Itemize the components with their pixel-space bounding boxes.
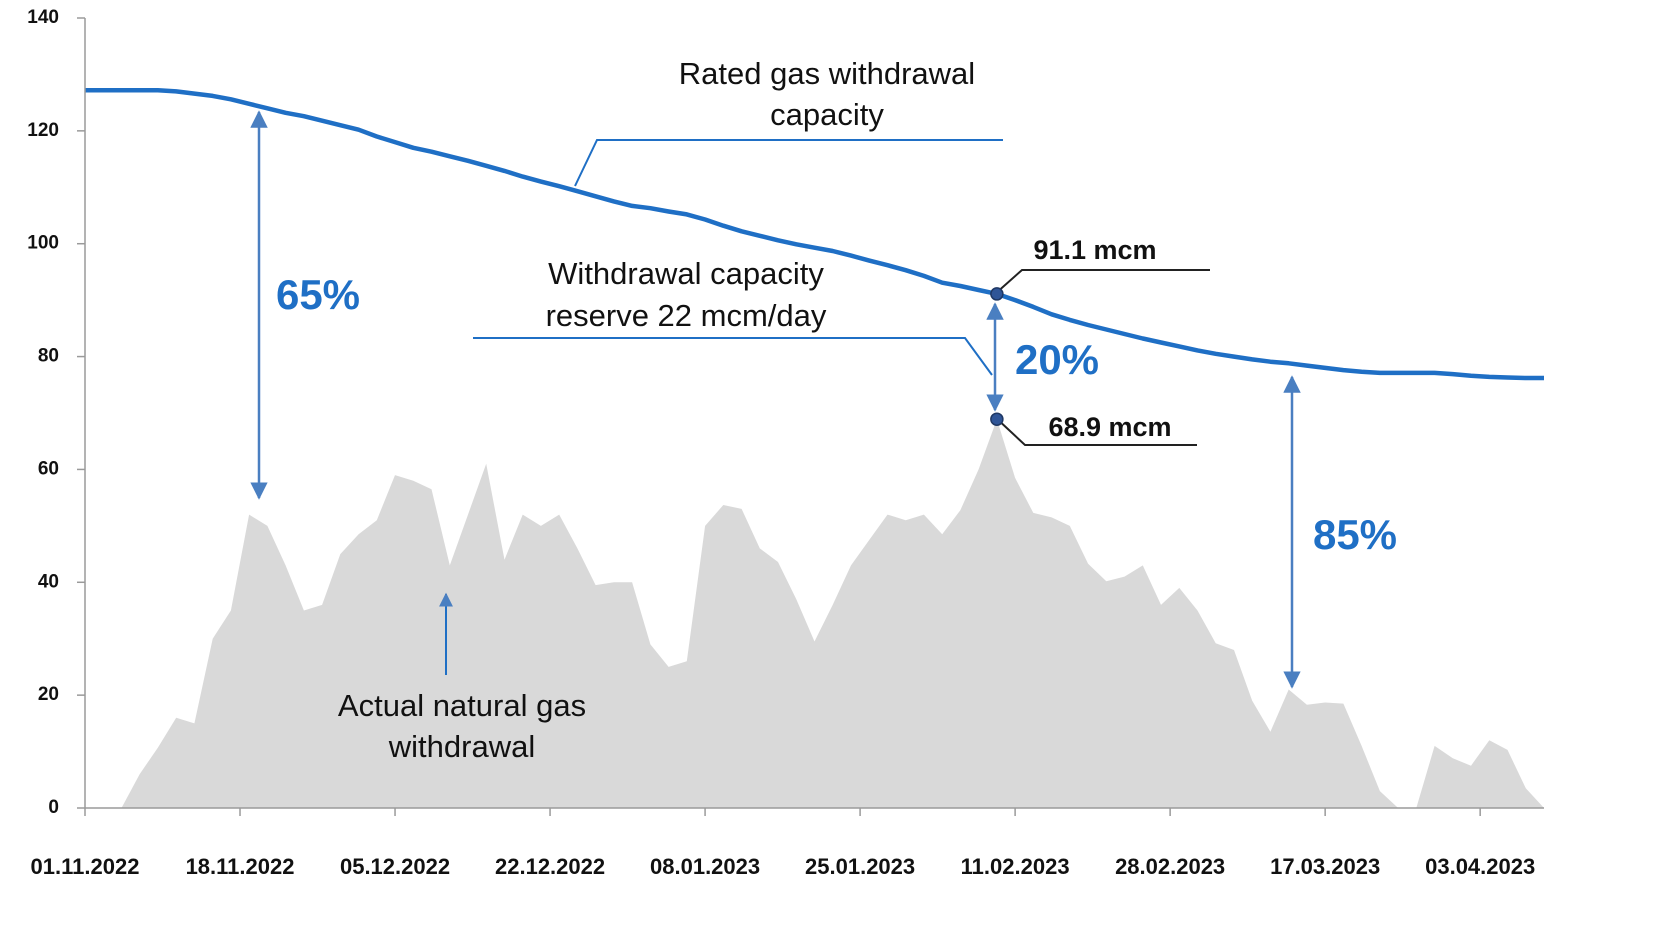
annotation: withdrawal: [388, 729, 535, 764]
x-tick-label: 28.02.2023: [1115, 854, 1225, 879]
x-tick-label: 08.01.2023: [650, 854, 760, 879]
x-tick-label: 22.12.2022: [495, 854, 605, 879]
x-tick-label: 01.11.2022: [31, 854, 140, 879]
annotation: 91.1 mcm: [1033, 235, 1156, 265]
y-tick-label: 60: [38, 458, 59, 479]
y-tick-label: 100: [27, 233, 59, 254]
point-marker: [990, 412, 1004, 426]
annotation: capacity: [770, 97, 884, 132]
point-marker: [990, 287, 1004, 301]
annotation: 20%: [1015, 336, 1099, 383]
annotation: Withdrawal capacity: [548, 256, 824, 291]
y-tick-label: 140: [27, 7, 59, 28]
y-tick-label: 40: [38, 571, 59, 592]
leader-line: [574, 139, 1003, 187]
annotation: 68.9 mcm: [1048, 412, 1171, 442]
plot-area: [85, 87, 1544, 808]
area: [85, 419, 1544, 808]
annotation: Actual natural gas: [338, 688, 586, 723]
leader-line: [994, 269, 1210, 295]
leader-line: [473, 337, 993, 376]
x-tick-label: 11.02.2023: [961, 854, 1070, 879]
x-tick-label: 25.01.2023: [805, 854, 915, 879]
x-tick-label: 05.12.2022: [340, 854, 450, 879]
annotation: 85%: [1313, 511, 1397, 558]
leader-line: [994, 416, 1197, 446]
line: [85, 87, 1544, 381]
y-tick-label: 120: [27, 120, 59, 141]
y-tick-label: 20: [38, 684, 59, 705]
x-tick-label: 03.04.2023: [1425, 854, 1535, 879]
annotation: Rated gas withdrawal: [679, 56, 975, 91]
annotation: reserve 22 mcm/day: [546, 298, 827, 333]
x-tick-label: 17.03.2023: [1270, 854, 1380, 879]
annotation: 65%: [276, 271, 360, 318]
x-tick-label: 18.11.2022: [186, 854, 295, 879]
annotation-shapes: [250, 110, 1301, 689]
y-tick-label: 80: [38, 346, 59, 367]
y-tick-label: 0: [48, 797, 59, 818]
